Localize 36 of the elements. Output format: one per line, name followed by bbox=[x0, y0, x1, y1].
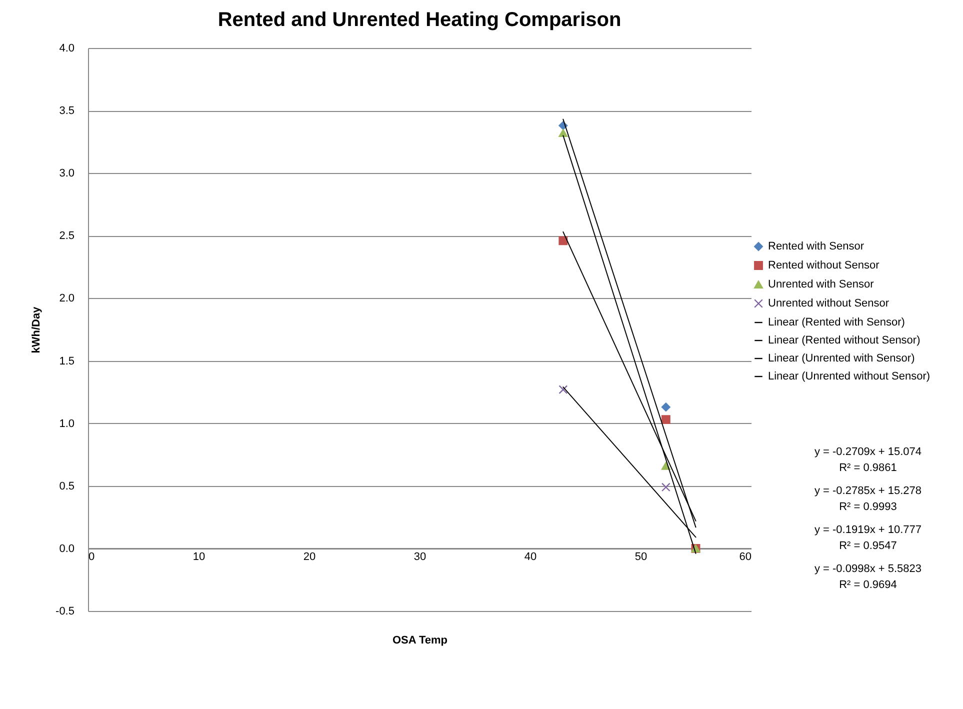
text: y = -0.0998x + 5.5823 bbox=[814, 563, 922, 575]
legend-label: Linear (Rented with Sensor) bbox=[768, 316, 905, 328]
x-tick-label: 20 bbox=[303, 550, 316, 563]
text: R² = 0.9694 bbox=[839, 579, 897, 591]
legend-label: Unrented without Sensor bbox=[768, 298, 890, 310]
text: y = -0.2709x + 15.074 bbox=[814, 446, 922, 458]
x-tick-label: 60 bbox=[739, 550, 752, 563]
x-tick-label: 10 bbox=[192, 550, 206, 563]
x-tick-label: 50 bbox=[634, 550, 648, 563]
y-tick-label: 2.0 bbox=[59, 292, 74, 305]
x-tick-label: 40 bbox=[524, 550, 537, 563]
text: R² = 0.9861 bbox=[839, 462, 897, 474]
y-tick-label: 0.5 bbox=[59, 480, 74, 492]
y-tick-label: -0.5 bbox=[56, 606, 74, 618]
y-tick-label: 1.0 bbox=[59, 418, 74, 430]
legend-label: Rented with Sensor bbox=[768, 240, 864, 252]
y-axis-title: kWh/Day bbox=[30, 306, 43, 354]
legend-label: Unrented with Sensor bbox=[768, 278, 874, 290]
y-tick-label: 0.0 bbox=[59, 542, 74, 555]
chart-title: Rented and Unrented Heating Comparison bbox=[218, 9, 622, 31]
x-tick-label: 0 bbox=[88, 550, 95, 563]
text: R² = 0.9993 bbox=[839, 501, 897, 513]
text: y = -0.1919x + 10.777 bbox=[814, 524, 922, 536]
text: R² = 0.9547 bbox=[839, 540, 897, 552]
x-tick-label: 30 bbox=[414, 550, 426, 563]
y-tick-label: 3.5 bbox=[59, 105, 74, 118]
legend-label: Linear (Rented without Sensor) bbox=[768, 334, 920, 346]
y-tick-label: 2.5 bbox=[59, 230, 74, 242]
y-tick-label: 4.0 bbox=[59, 42, 74, 54]
legend-label: Linear (Unrented without Sensor) bbox=[768, 370, 930, 382]
text: y = -0.2785x + 15.278 bbox=[814, 485, 922, 497]
y-tick-label: 1.5 bbox=[59, 355, 74, 368]
legend-label: Rented without Sensor bbox=[768, 260, 880, 272]
legend-label: Linear (Unrented with Sensor) bbox=[768, 352, 915, 364]
y-tick-label: 3.0 bbox=[59, 168, 74, 180]
x-axis-title: OSA Temp bbox=[392, 634, 448, 646]
